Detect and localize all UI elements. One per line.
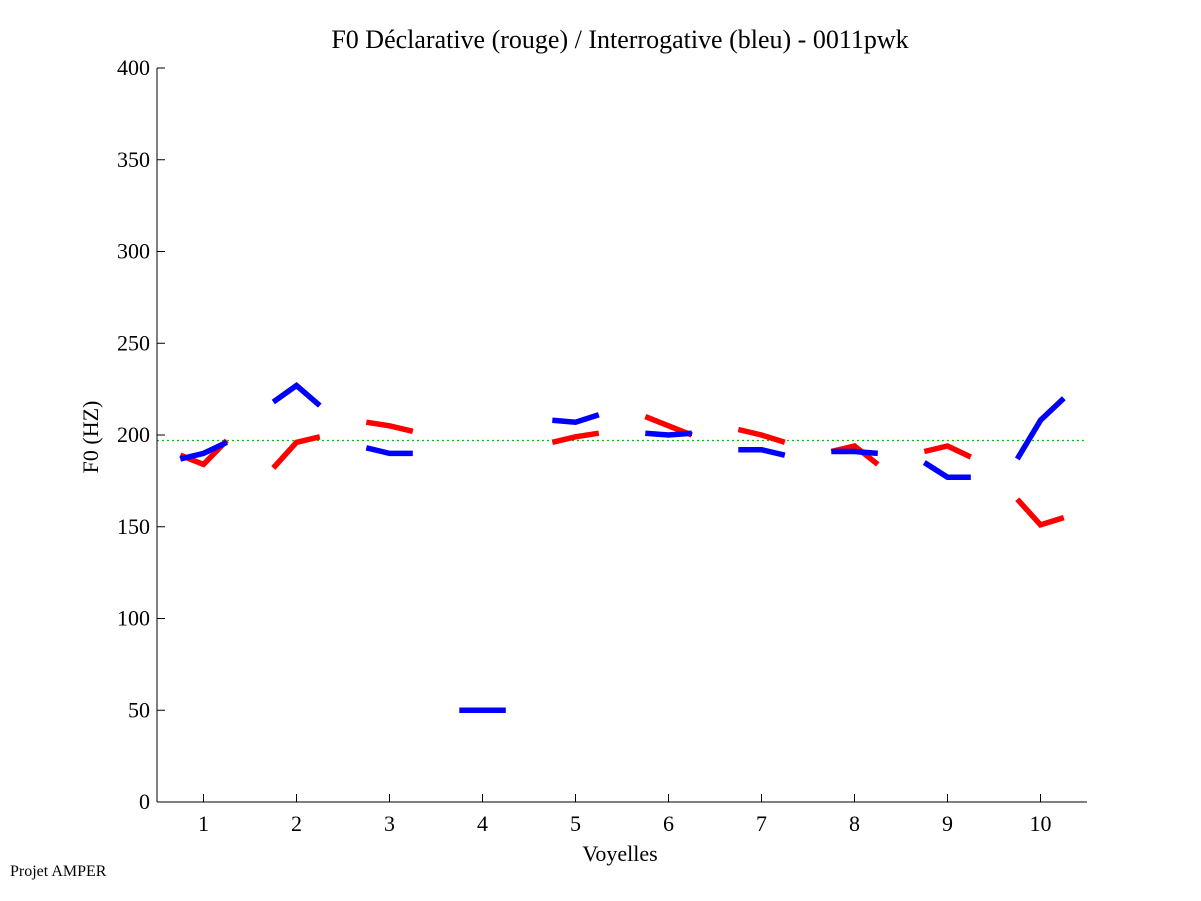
x-tick-label: 9: [942, 811, 953, 836]
interrogative-segment-8: [831, 448, 879, 457]
y-tick-label: 150: [117, 514, 150, 539]
y-tick-label: 300: [117, 239, 150, 264]
y-tick-label: 250: [117, 330, 150, 355]
x-tick-label: 2: [291, 811, 302, 836]
series-layer: [179, 382, 1066, 714]
interrogative-segment-3: [365, 445, 413, 457]
axes: 0 50 100 150 200 250 300 350 400 1 2 3 4 5 6 7 8 9 10: [117, 55, 1087, 836]
declarative-segment-3: [365, 419, 414, 434]
declarative-segment-9: [923, 443, 972, 460]
x-axis-label: Voyelles: [582, 841, 657, 866]
interrogative-segment-1: [179, 439, 228, 462]
y-tick-label: 350: [117, 147, 150, 172]
x-tick-label: 8: [849, 811, 860, 836]
x-tick-label: 10: [1030, 811, 1052, 836]
x-tick-label: 4: [477, 811, 488, 836]
x-tick-label: 3: [384, 811, 395, 836]
footer-credit: Projet AMPER: [10, 863, 107, 880]
interrogative-segment-5: [552, 412, 600, 425]
y-tick-label: 50: [128, 697, 150, 722]
interrogative-segment-7: [738, 446, 786, 458]
declarative-segment-7: [737, 426, 786, 445]
y-tick-label: 400: [117, 55, 150, 80]
y-tick-label: 0: [139, 789, 150, 814]
interrogative-segment-10: [1014, 396, 1066, 461]
y-tick-label: 200: [117, 422, 150, 447]
x-tick-label: 5: [570, 811, 581, 836]
declarative-segment-2: [271, 434, 321, 470]
y-tick-label: 100: [117, 606, 150, 631]
declarative-segment-10: [1015, 497, 1065, 529]
y-axis-label: F0 (HZ): [78, 401, 103, 474]
x-tick-label: 1: [198, 811, 209, 836]
interrogative-segment-9: [922, 460, 971, 480]
declarative-series: [179, 414, 1065, 529]
chart-title: F0 Déclarative (rouge) / Interrogative (…: [331, 25, 908, 54]
x-tick-label: 6: [663, 811, 674, 836]
x-tick-label: 7: [756, 811, 767, 836]
interrogative-segment-6: [645, 430, 693, 438]
declarative-segment-5: [551, 430, 600, 445]
interrogative-segment-2: [271, 382, 322, 408]
interrogative-series: [179, 382, 1066, 714]
